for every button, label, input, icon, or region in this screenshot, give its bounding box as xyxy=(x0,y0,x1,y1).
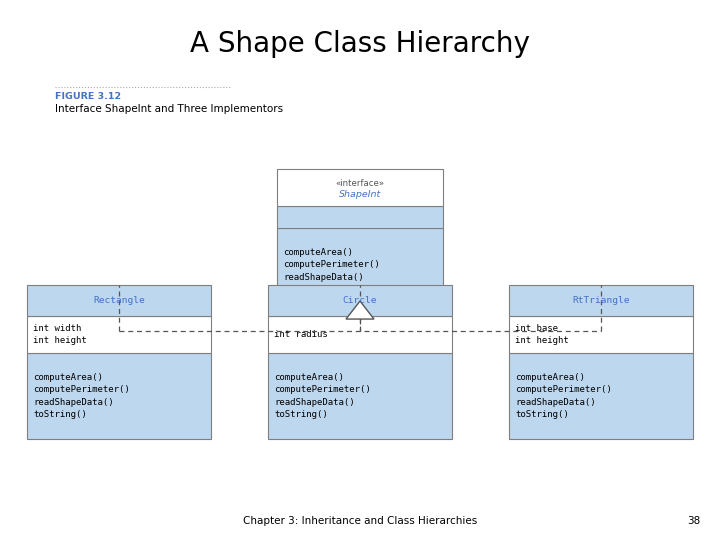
Text: Interface ShapeInt and Three Implementors: Interface ShapeInt and Three Implementor… xyxy=(55,104,283,114)
Text: computeArea()
computePerimeter()
readShapeData()
toString(): computeArea() computePerimeter() readSha… xyxy=(33,373,130,419)
Text: Chapter 3: Inheritance and Class Hierarchies: Chapter 3: Inheritance and Class Hierarc… xyxy=(243,516,477,526)
Text: «interface»: «interface» xyxy=(336,179,384,188)
Polygon shape xyxy=(346,301,374,319)
Text: FIGURE 3.12: FIGURE 3.12 xyxy=(55,92,121,101)
Bar xyxy=(509,285,693,315)
Bar xyxy=(27,353,211,438)
Bar xyxy=(277,206,443,228)
Text: computeArea()
computePerimeter()
readShapeData()
toString(): computeArea() computePerimeter() readSha… xyxy=(274,373,371,419)
Text: int radius: int radius xyxy=(274,330,328,339)
Bar xyxy=(27,285,211,315)
Bar xyxy=(27,315,211,353)
Bar xyxy=(509,315,693,353)
Bar xyxy=(277,228,443,301)
Bar xyxy=(268,315,452,353)
Bar xyxy=(268,285,452,315)
Bar xyxy=(268,353,452,438)
Bar xyxy=(277,168,443,206)
Bar xyxy=(509,353,693,438)
Text: Rectangle: Rectangle xyxy=(93,296,145,305)
Text: computeArea()
computePerimeter()
readShapeData(): computeArea() computePerimeter() readSha… xyxy=(283,248,380,282)
Text: computeArea()
computePerimeter()
readShapeData()
toString(): computeArea() computePerimeter() readSha… xyxy=(516,373,612,419)
Text: A Shape Class Hierarchy: A Shape Class Hierarchy xyxy=(190,30,530,58)
Text: ShapeInt: ShapeInt xyxy=(339,190,381,199)
Text: int width
int height: int width int height xyxy=(33,324,86,345)
Text: int base
int height: int base int height xyxy=(516,324,569,345)
Text: Circle: Circle xyxy=(343,296,377,305)
Text: RtTriangle: RtTriangle xyxy=(572,296,630,305)
Text: 38: 38 xyxy=(687,516,700,526)
